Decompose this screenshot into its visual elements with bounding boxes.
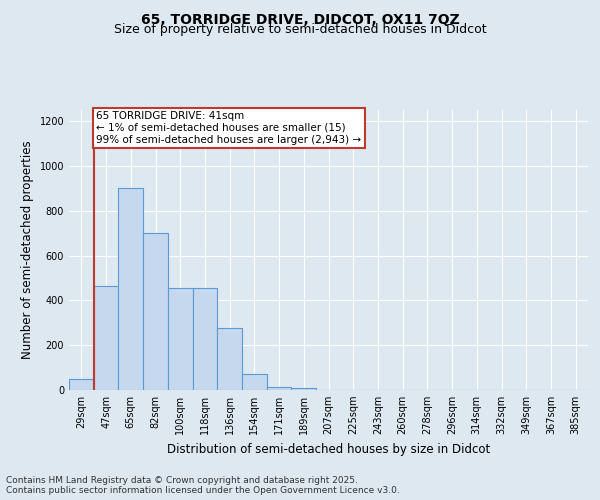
Text: 65, TORRIDGE DRIVE, DIDCOT, OX11 7QZ: 65, TORRIDGE DRIVE, DIDCOT, OX11 7QZ <box>140 12 460 26</box>
Y-axis label: Number of semi-detached properties: Number of semi-detached properties <box>21 140 34 360</box>
Bar <box>69 379 94 390</box>
Bar <box>143 233 168 390</box>
Bar <box>94 286 118 390</box>
Bar <box>217 328 242 390</box>
X-axis label: Distribution of semi-detached houses by size in Didcot: Distribution of semi-detached houses by … <box>167 442 490 456</box>
Bar <box>267 386 292 390</box>
Bar <box>168 288 193 390</box>
Bar <box>292 388 316 390</box>
Bar <box>193 288 217 390</box>
Text: Contains HM Land Registry data © Crown copyright and database right 2025.
Contai: Contains HM Land Registry data © Crown c… <box>6 476 400 495</box>
Text: 65 TORRIDGE DRIVE: 41sqm
← 1% of semi-detached houses are smaller (15)
99% of se: 65 TORRIDGE DRIVE: 41sqm ← 1% of semi-de… <box>96 112 361 144</box>
Bar <box>242 374 267 390</box>
Bar <box>118 188 143 390</box>
Text: Size of property relative to semi-detached houses in Didcot: Size of property relative to semi-detach… <box>113 22 487 36</box>
